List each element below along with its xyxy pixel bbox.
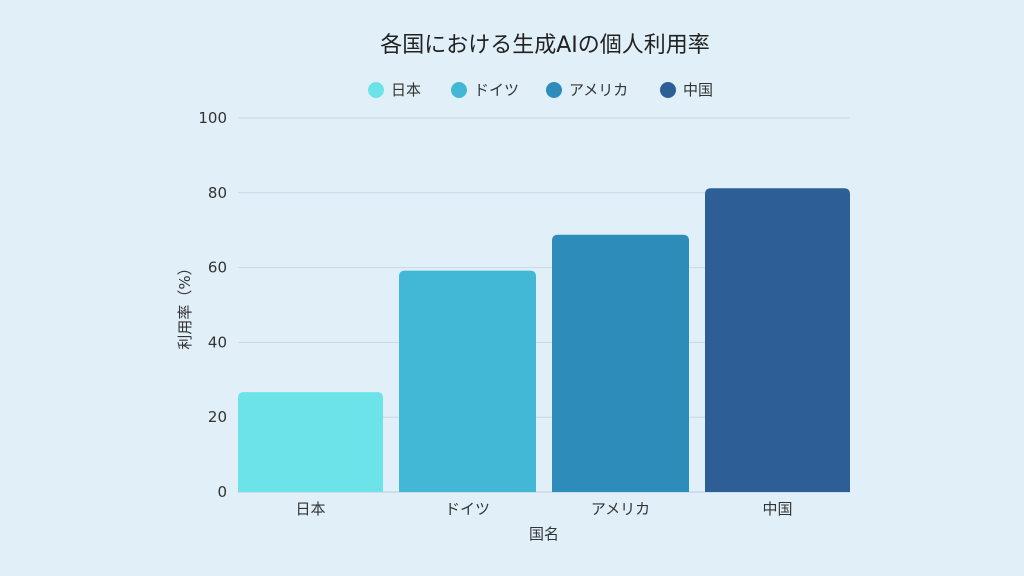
- bar-4[interactable]: [705, 188, 850, 492]
- legend-item-1[interactable]: 日本: [368, 81, 421, 99]
- legend-item-2[interactable]: ドイツ: [451, 81, 519, 99]
- legend-swatch: [660, 82, 676, 98]
- x-tick-label: アメリカ: [591, 500, 650, 518]
- legend-label: ドイツ: [474, 81, 519, 99]
- y-tick-label: 40: [208, 333, 227, 351]
- y-tick-label: 100: [198, 109, 227, 127]
- bars: [238, 188, 850, 493]
- x-tick-label: 日本: [295, 500, 325, 518]
- legend-swatch: [368, 82, 384, 98]
- legend: 日本 ドイツ アメリカ 中国: [368, 81, 713, 99]
- bar-2[interactable]: [399, 270, 536, 492]
- x-axis-ticks: 日本 ドイツ アメリカ 中国: [295, 500, 792, 518]
- x-tick-label: ドイツ: [445, 500, 490, 518]
- legend-label: 中国: [683, 81, 713, 99]
- y-axis-title: 利用率（%）: [176, 260, 194, 349]
- legend-label: 日本: [391, 81, 421, 99]
- x-tick-label: 中国: [762, 500, 792, 518]
- y-tick-label: 80: [208, 184, 227, 202]
- legend-label: アメリカ: [569, 81, 628, 99]
- y-axis-ticks: 0 20 40 60 80 100: [198, 109, 227, 501]
- legend-item-4[interactable]: 中国: [660, 81, 713, 99]
- y-tick-label: 60: [208, 259, 227, 277]
- legend-swatch: [451, 82, 467, 98]
- y-tick-label: 20: [208, 408, 227, 426]
- legend-swatch: [546, 82, 562, 98]
- chart-title: 各国における生成AIの個人利用率: [380, 33, 710, 58]
- x-axis-title: 国名: [529, 525, 559, 543]
- bar-3[interactable]: [552, 234, 689, 493]
- y-tick-label: 0: [217, 483, 227, 501]
- legend-item-3[interactable]: アメリカ: [546, 81, 628, 99]
- bar-1[interactable]: [238, 392, 383, 492]
